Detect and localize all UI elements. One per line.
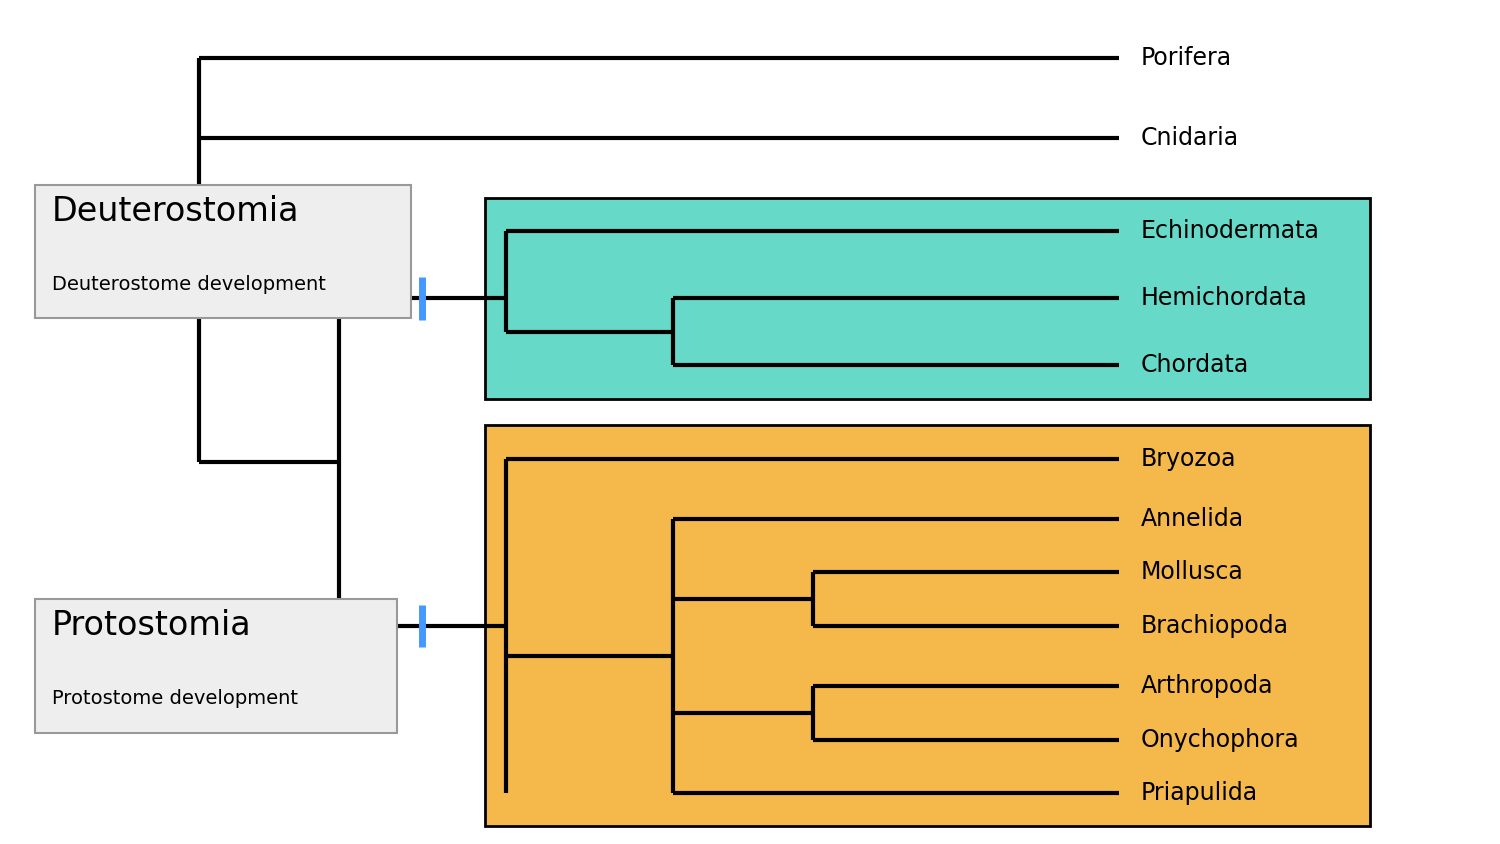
Text: Arthropoda: Arthropoda bbox=[1140, 674, 1274, 698]
Text: Onychophora: Onychophora bbox=[1140, 728, 1299, 751]
Text: Protostome development: Protostome development bbox=[51, 690, 297, 708]
Text: Protostomia: Protostomia bbox=[51, 609, 250, 642]
Text: Porifera: Porifera bbox=[1140, 46, 1232, 70]
Text: Mollusca: Mollusca bbox=[1140, 560, 1244, 584]
Text: Priapulida: Priapulida bbox=[1140, 781, 1257, 805]
Bar bbox=[484, 198, 1371, 398]
Text: Echinodermata: Echinodermata bbox=[1140, 219, 1318, 243]
Text: Deuterostomia: Deuterostomia bbox=[51, 195, 298, 228]
Text: Annelida: Annelida bbox=[1140, 507, 1244, 531]
Text: Bryozoa: Bryozoa bbox=[1140, 446, 1236, 471]
Text: Deuterostome development: Deuterostome development bbox=[51, 275, 326, 294]
Text: Hemichordata: Hemichordata bbox=[1140, 286, 1306, 311]
FancyBboxPatch shape bbox=[34, 599, 398, 733]
Text: Chordata: Chordata bbox=[1140, 353, 1248, 377]
Text: Cnidaria: Cnidaria bbox=[1140, 126, 1239, 150]
Text: Brachiopoda: Brachiopoda bbox=[1140, 614, 1288, 638]
Bar bbox=[484, 425, 1371, 826]
FancyBboxPatch shape bbox=[34, 185, 411, 318]
